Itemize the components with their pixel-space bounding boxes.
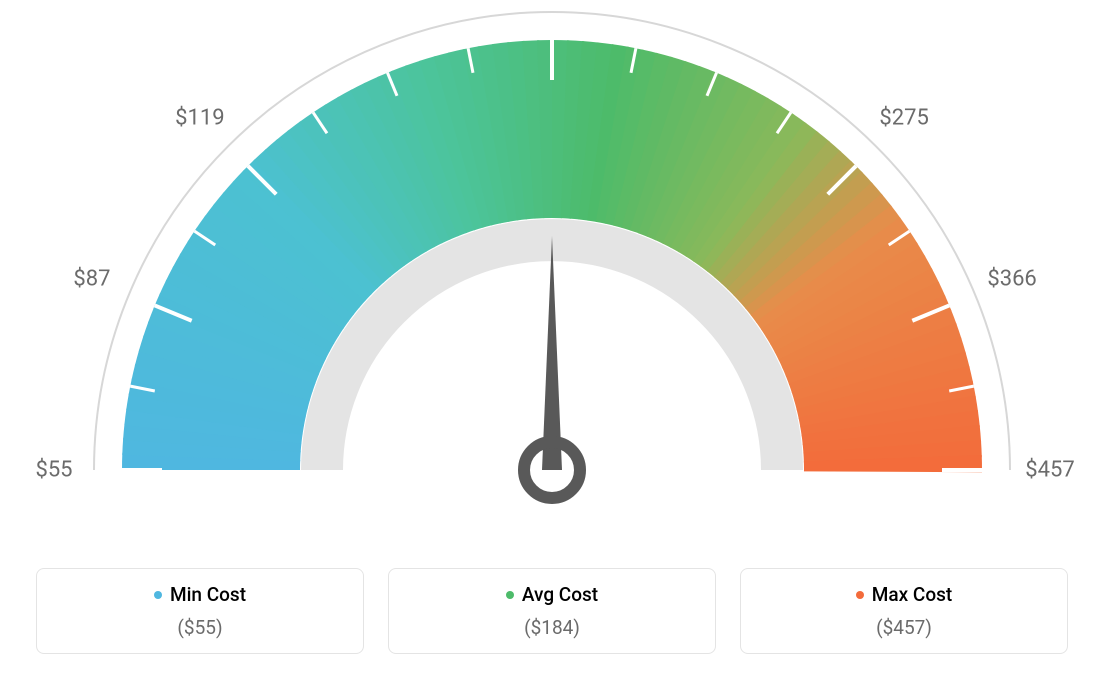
gauge-scale-label: $119: [175, 105, 224, 130]
legend-row: Min Cost ($55) Avg Cost ($184) Max Cost …: [0, 568, 1104, 654]
legend-card-min: Min Cost ($55): [36, 568, 364, 654]
legend-value-min: ($55): [37, 616, 363, 639]
gauge-scale-label: $366: [987, 267, 1036, 292]
legend-title-text: Avg Cost: [522, 583, 598, 606]
dot-icon: [856, 591, 864, 599]
dot-icon: [506, 591, 514, 599]
legend-title-text: Max Cost: [872, 583, 952, 606]
legend-title-avg: Avg Cost: [506, 583, 598, 606]
dot-icon: [154, 591, 162, 599]
legend-card-avg: Avg Cost ($184): [388, 568, 716, 654]
legend-value-avg: ($184): [389, 616, 715, 639]
legend-title-text: Min Cost: [170, 583, 246, 606]
gauge-needle: [542, 236, 562, 470]
legend-value-max: ($457): [741, 616, 1067, 639]
legend-card-max: Max Cost ($457): [740, 568, 1068, 654]
cost-gauge: $55$87$119$184$275$366$457: [0, 0, 1104, 560]
gauge-scale-label: $87: [73, 267, 110, 292]
legend-title-max: Max Cost: [856, 583, 952, 606]
gauge-scale-label: $275: [879, 105, 928, 130]
legend-title-min: Min Cost: [154, 583, 246, 606]
gauge-scale-label: $457: [1025, 458, 1074, 483]
gauge-scale-label: $55: [35, 458, 72, 483]
gauge-svg: [0, 0, 1104, 560]
